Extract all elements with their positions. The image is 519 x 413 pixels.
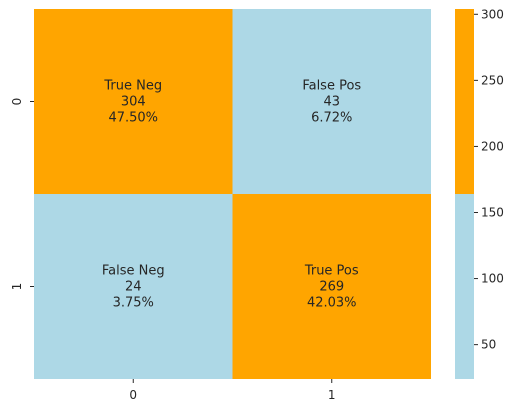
cell-annotation-line: 269 xyxy=(319,280,344,295)
y-tick-label: 1 xyxy=(10,283,24,291)
x-tick-label: 1 xyxy=(328,388,336,402)
cell-annotation-line: True Pos xyxy=(304,264,359,279)
cell-annotation-line: 3.75% xyxy=(113,296,154,311)
cell-annotation-line: True Neg xyxy=(103,79,162,94)
y-axis: 01 xyxy=(10,98,34,291)
y-tick-label: 0 xyxy=(10,98,24,106)
cell-annotation-line: 47.50% xyxy=(108,111,158,126)
colorbar-tick-label: 250 xyxy=(481,73,504,87)
heatmap-grid: True Neg 304 47.50% False Pos 43 6.72% False N… xyxy=(34,9,431,379)
colorbar-tick-label: 50 xyxy=(481,338,496,352)
cell-annotation-line: 6.72% xyxy=(311,111,352,126)
colorbar-tick-label: 100 xyxy=(481,272,504,286)
colorbar-low-segment xyxy=(455,194,474,379)
colorbar: 50 100 150 200 250 300 xyxy=(455,7,504,379)
cell-annotation-line: False Pos xyxy=(302,79,361,94)
colorbar-high-segment xyxy=(455,9,474,194)
cell-annotation-line: 24 xyxy=(125,280,142,295)
cell-annotation-line: 42.03% xyxy=(307,296,357,311)
x-tick-label: 0 xyxy=(129,388,137,402)
cell-annotation-line: 43 xyxy=(323,95,340,110)
cell-annotation-line: 304 xyxy=(121,95,146,110)
colorbar-tick-label: 150 xyxy=(481,206,504,220)
cell-annotation-line: False Neg xyxy=(102,264,165,279)
colorbar-tick-label: 200 xyxy=(481,139,504,153)
colorbar-tick-label: 300 xyxy=(481,7,504,21)
